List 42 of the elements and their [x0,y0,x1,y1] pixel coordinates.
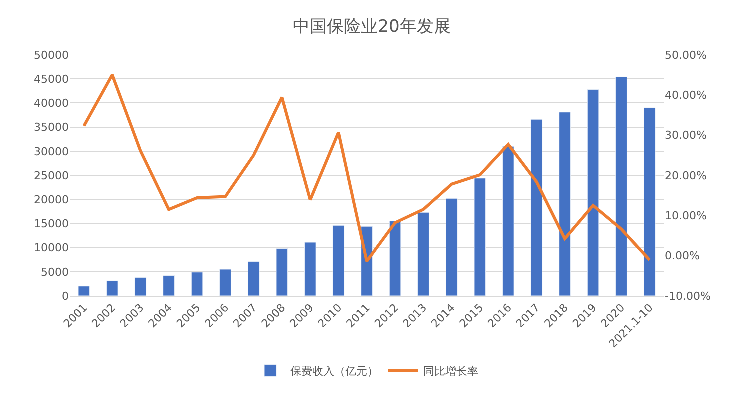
bar [106,280,118,296]
legend-label: 保费收入（亿元） [290,365,378,378]
bar [587,89,600,296]
bar [530,119,543,296]
bar [474,178,486,296]
bar [502,146,514,296]
y-tick-label: 0 [62,290,69,303]
y2-tick-label: 40.00% [665,89,707,102]
chart-title: 中国保险业20年发展 [293,16,451,37]
y-tick-label: 10000 [34,242,69,255]
y2-tick-label: 50.00% [665,48,707,62]
legend-label: 同比增长率 [424,365,478,378]
y2-tick-label: 10.00% [665,210,707,223]
y2-tick-label: 0.00% [665,250,700,263]
bar [332,225,345,296]
y-tick-label: 50000 [34,48,69,62]
y-tick-label: 25000 [34,169,69,182]
bar [134,277,147,296]
y-tick-label: 30000 [34,145,69,158]
bar [248,262,260,296]
bar [389,221,402,296]
bar [78,286,90,296]
bar [163,276,175,296]
bar [304,242,316,296]
bar [418,212,430,296]
y-tick-label: 20000 [34,193,69,206]
bar [220,269,232,296]
bar [276,248,288,296]
y-tick-label: 45000 [34,72,69,86]
bar [559,112,571,296]
bar [616,76,628,296]
line-series [82,74,652,263]
y2-tick-label: -10.00% [665,290,711,303]
y-tick-label: 40000 [34,97,69,110]
bar [644,108,656,296]
y-tick-label: 35000 [34,121,69,134]
y-tick-label: 15000 [34,218,69,231]
bar [191,272,204,296]
y-tick-label: 5000 [41,266,69,279]
bar [446,198,458,296]
y2-tick-label: 20.00% [665,169,707,182]
y2-tick-label: 30.00% [665,129,707,142]
